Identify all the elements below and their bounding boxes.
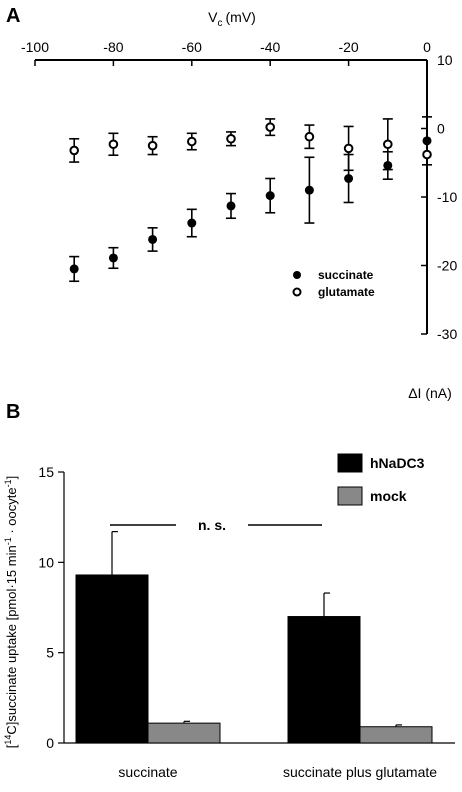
y-tick-label: 10 (38, 554, 54, 570)
x-tick-label: -80 (103, 39, 123, 55)
y-tick-label: 5 (46, 645, 54, 661)
x-tick-label: -20 (338, 39, 358, 55)
data-point-succinate (187, 218, 197, 228)
panel-b: B [14C]succinate uptake [pmol·15 min-1 ·… (3, 401, 455, 780)
data-point-glutamate (422, 149, 432, 160)
data-point-succinate (69, 264, 79, 274)
data-point-succinate (344, 174, 354, 184)
data-point-glutamate (226, 133, 236, 144)
bar-mock-1 (359, 726, 433, 744)
y-axis-title: [14C]succinate uptake [pmol·15 min-1 · o… (3, 476, 19, 748)
y-tick-label: 0 (437, 121, 445, 137)
legend-label-succinate: succinate (318, 268, 374, 282)
legend-label-glutamate: glutamate (318, 285, 375, 299)
y-axis-title: ΔI (nA) (408, 385, 452, 401)
data-point-succinate (148, 234, 158, 244)
legend-swatch-mock (337, 486, 363, 506)
x-tick-label: -60 (182, 39, 202, 55)
y-axis-ticks: 0 5 10 15 (38, 464, 64, 751)
bar-mock-0 (147, 722, 221, 744)
category-label: succinate (118, 764, 177, 780)
significance-label: n. s. (198, 517, 226, 533)
data-point-succinate (265, 191, 275, 201)
data-point-glutamate (147, 140, 158, 151)
category-labels: succinate succinate plus glutamate (118, 764, 437, 780)
legend-label-mock: mock (370, 488, 407, 504)
category-label: succinate plus glutamate (283, 764, 437, 780)
x-axis-ticks: -100 -80 -60 -40 -20 0 (21, 39, 431, 66)
data-point-succinate (226, 201, 236, 211)
data-point-glutamate (69, 145, 79, 156)
legend-label-hnadc3: hNaDC3 (370, 455, 425, 471)
panel-b-label: B (6, 401, 20, 423)
data-point-succinate (422, 136, 432, 146)
legend: hNaDC3 mock (337, 453, 425, 506)
significance-bracket: n. s. (110, 517, 322, 533)
legend: succinate glutamate (292, 268, 375, 299)
panel-a: A Vc (mV) -100 -80 -60 -40 -20 0 100-10-20-30 … (6, 5, 457, 401)
legend-marker-succinate (293, 271, 301, 279)
series-marks (69, 116, 432, 283)
y-tick-label: -30 (437, 326, 457, 342)
y-tick-label: -20 (437, 258, 457, 274)
data-point-glutamate (265, 122, 276, 132)
x-tick-label: -100 (21, 39, 49, 55)
legend-marker-glutamate (292, 287, 302, 297)
data-point-glutamate (383, 139, 393, 150)
legend-swatch-hnadc3 (337, 453, 363, 473)
y-tick-label: -10 (437, 189, 457, 205)
data-point-succinate (304, 185, 314, 195)
panel-a-label: A (6, 5, 20, 27)
data-point-glutamate (187, 136, 197, 147)
data-point-glutamate (343, 143, 354, 154)
y-tick-label: 0 (46, 735, 54, 751)
y-tick-label: 10 (437, 52, 453, 68)
x-tick-label: 0 (423, 39, 431, 55)
bar-hNaDC3-0 (75, 574, 149, 744)
x-tick-label: -40 (260, 39, 280, 55)
x-axis-title: Vc (mV) (208, 9, 256, 29)
bar-marks (75, 531, 433, 744)
data-point-glutamate (108, 139, 119, 150)
data-point-glutamate (304, 131, 315, 142)
y-axis-ticks: 10 0 -10 -20 -30 (421, 52, 457, 342)
bar-hNaDC3-1 (287, 616, 361, 744)
y-tick-label: 15 (38, 464, 54, 480)
data-point-succinate (108, 253, 118, 263)
